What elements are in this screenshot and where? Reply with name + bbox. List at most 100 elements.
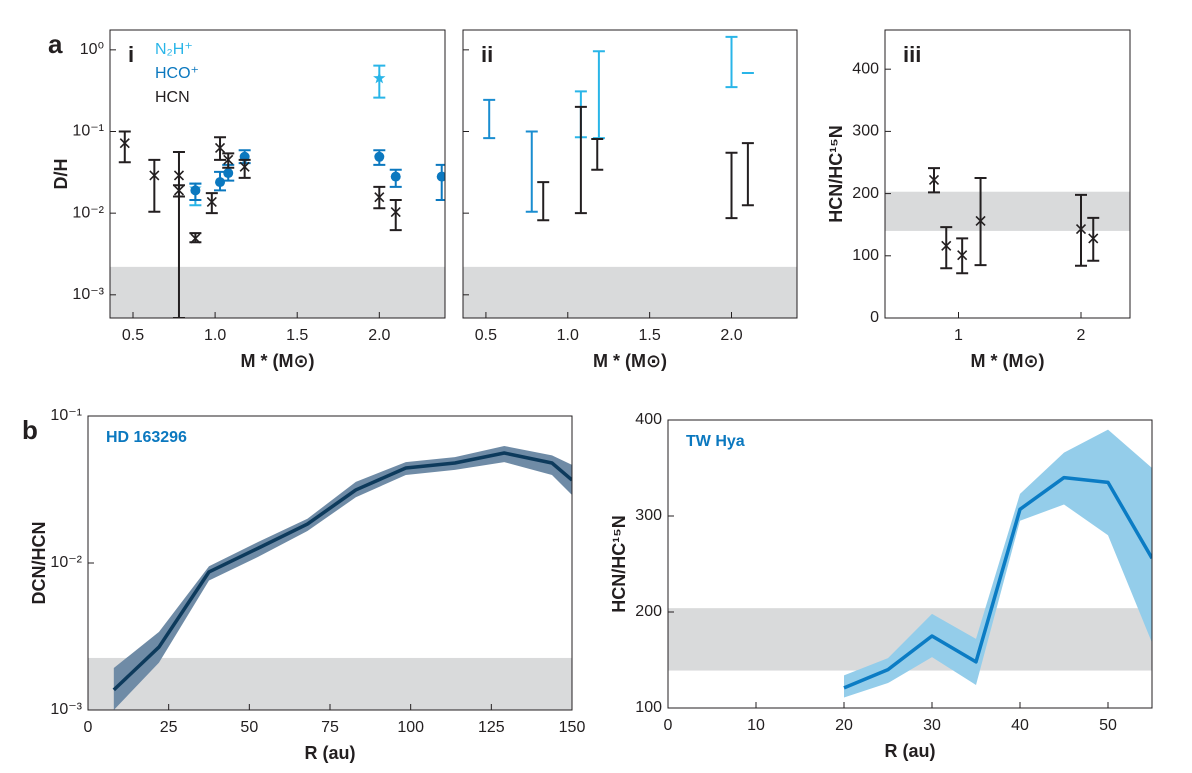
y-tick-label: 300	[852, 123, 879, 140]
marker	[206, 196, 217, 208]
legend-entry: HCN	[155, 89, 190, 106]
x-tick-label: 25	[160, 719, 178, 736]
marker	[436, 171, 445, 182]
y-axis-label: D/H	[51, 159, 71, 190]
marker	[373, 71, 386, 84]
reference-band	[463, 266, 797, 318]
marker	[928, 174, 940, 185]
x-tick-label: 1.5	[286, 327, 308, 344]
marker	[190, 233, 201, 244]
y-tick-label: 200	[852, 185, 879, 202]
axes-frame	[884, 29, 1131, 319]
x-tick-label: 50	[240, 719, 258, 736]
annotation: HD 163296	[106, 429, 187, 446]
error-bar	[118, 130, 131, 164]
annotation: TW Hya	[686, 433, 745, 450]
y-tick-label: 10⁻³	[50, 701, 82, 718]
axes-frame	[462, 29, 798, 319]
y-axis-label: HCN/HC¹⁵N	[826, 125, 846, 222]
error-bar	[725, 35, 738, 89]
x-tick-label: 1.0	[204, 327, 226, 344]
subpanel-label: iii	[903, 42, 921, 67]
reference-band	[885, 191, 1130, 231]
panel: 1 2 0 100 200 300 400 M * (M⊙) HCN/HC¹⁵N iii	[826, 29, 1131, 371]
marker	[190, 185, 201, 196]
error-bar	[389, 198, 402, 232]
y-tick-label: 10⁰	[80, 41, 104, 58]
x-tick-label: 10	[747, 717, 765, 734]
plot-area	[668, 429, 1152, 698]
y-tick-label: 0	[870, 309, 879, 326]
marker	[223, 168, 234, 179]
error-bar	[172, 151, 185, 318]
subpanel-label: ii	[481, 42, 493, 67]
marker	[1088, 233, 1099, 244]
x-tick-label: 50	[1099, 717, 1117, 734]
error-bar	[591, 137, 604, 171]
y-tick-label: 300	[635, 507, 662, 524]
error-bar	[525, 130, 538, 213]
x-tick-label: 20	[835, 717, 853, 734]
x-axis-label: M * (M⊙)	[593, 351, 667, 371]
y-tick-label: 400	[852, 60, 879, 77]
x-tick-label: 0.5	[475, 327, 497, 344]
marker	[223, 154, 234, 165]
panel: 0 25 50 75 100 125 150 10⁻¹ 10⁻² 10⁻³ R (au) DCN/HC…	[22, 407, 585, 763]
marker	[149, 170, 160, 181]
x-tick-label: 1.5	[639, 327, 661, 344]
reference-band	[110, 266, 445, 318]
error-bar	[574, 105, 587, 215]
x-tick-label: 125	[478, 719, 505, 736]
x-tick-label: 0.5	[122, 327, 144, 344]
marker	[215, 177, 226, 188]
marker	[1075, 223, 1087, 235]
x-tick-label: 150	[559, 719, 586, 736]
error-bar	[238, 158, 251, 179]
error-bar	[483, 98, 496, 140]
line	[112, 451, 572, 692]
x-tick-label: 100	[397, 719, 424, 736]
x-axis-label: R (au)	[885, 741, 936, 761]
marker	[239, 161, 250, 172]
y-tick-label: 400	[635, 411, 662, 428]
marker	[390, 171, 401, 182]
axes-frame	[109, 29, 446, 319]
marker	[173, 185, 185, 196]
marker	[374, 151, 385, 162]
y-tick-label: 10⁻¹	[72, 123, 104, 140]
axes-frame	[87, 415, 573, 711]
x-tick-label: 0	[84, 719, 93, 736]
error-bar	[1075, 193, 1087, 267]
error-bar	[435, 163, 445, 201]
marker	[975, 215, 986, 227]
x-axis-label: M * (M⊙)	[240, 351, 314, 371]
y-tick-label: 10⁻¹	[50, 407, 82, 424]
x-tick-label: 75	[321, 719, 339, 736]
error-bar	[741, 142, 754, 207]
y-tick-label: 10⁻³	[72, 286, 104, 303]
marker	[941, 240, 952, 251]
line	[843, 475, 1152, 690]
marker	[390, 207, 401, 218]
marker	[214, 142, 226, 153]
panel: 0 10 20 30 40 50 100 200 300 400 R (au) HCN/HC¹⁵N TW…	[609, 411, 1153, 761]
x-tick-label: 1	[954, 327, 963, 344]
legend-entry: N₂H⁺	[155, 41, 193, 58]
y-tick-label: 10⁻²	[50, 554, 82, 571]
y-tick-label: 100	[635, 699, 662, 716]
x-tick-label: 0	[664, 717, 673, 734]
marker	[119, 138, 130, 149]
error-bar	[537, 181, 550, 222]
reference-band	[88, 657, 572, 710]
y-tick-label: 100	[852, 247, 879, 264]
axes-frame	[667, 419, 1153, 709]
marker	[374, 192, 385, 203]
legend-entry: HCO⁺	[155, 65, 199, 82]
x-axis-label: M * (M⊙)	[970, 351, 1044, 371]
plot-area	[463, 35, 797, 318]
error-bar	[725, 151, 738, 220]
error-bar	[373, 64, 386, 99]
marker	[957, 250, 968, 261]
panel-label: b	[22, 415, 38, 445]
